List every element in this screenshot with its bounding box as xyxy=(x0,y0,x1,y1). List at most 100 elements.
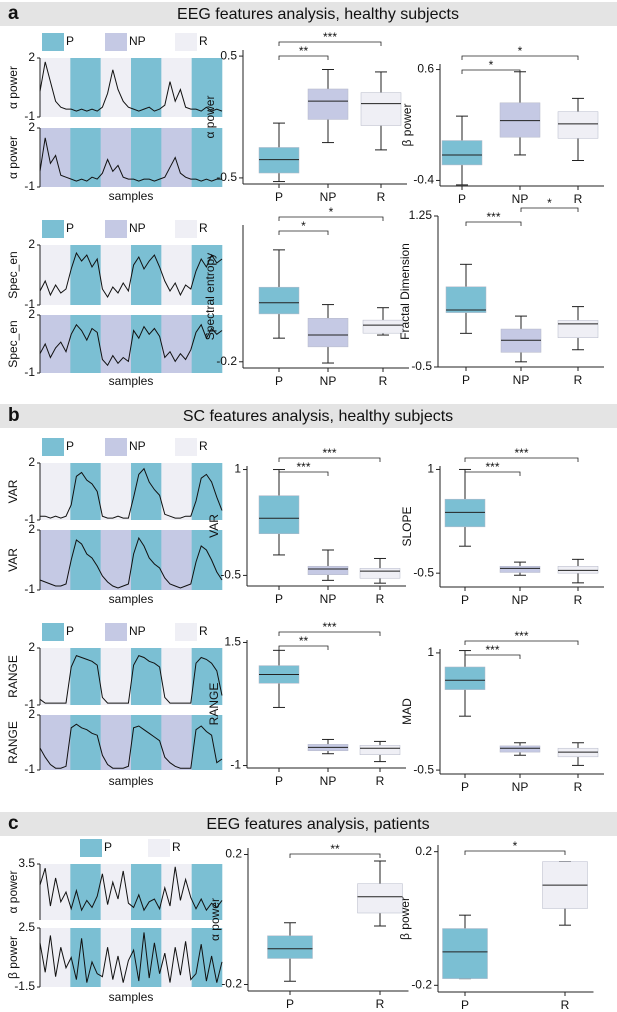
box xyxy=(499,745,541,753)
condition-band xyxy=(100,315,132,373)
y-tick-label: 0.5 xyxy=(220,48,237,62)
y-axis-label: VAR xyxy=(6,548,20,572)
legend-label: P xyxy=(66,221,74,235)
box xyxy=(442,928,488,979)
box xyxy=(307,88,349,120)
legend-label: P xyxy=(104,840,112,854)
condition-band xyxy=(161,463,192,520)
x-axis-label: samples xyxy=(109,189,154,203)
y-axis-label: SLOPE xyxy=(400,506,414,546)
condition-band xyxy=(100,715,132,770)
box xyxy=(359,568,401,579)
x-tick-label: NP xyxy=(320,190,337,204)
significance-bracket xyxy=(278,55,329,60)
y-tick-label: -0.5 xyxy=(413,565,434,579)
condition-band xyxy=(100,128,132,187)
y-axis-label: β power xyxy=(6,936,20,979)
y-tick-label: -1 xyxy=(24,762,35,776)
significance-label: *** xyxy=(514,446,528,460)
legend-swatch xyxy=(175,438,197,456)
condition-band xyxy=(70,648,101,705)
significance-label: * xyxy=(513,839,518,853)
y-tick-label: -1 xyxy=(24,109,35,123)
condition-band xyxy=(191,245,223,305)
condition-band xyxy=(70,315,101,373)
box xyxy=(267,935,313,959)
y-tick-label: -1 xyxy=(24,365,35,379)
significance-bracket xyxy=(278,471,329,476)
x-tick-label: R xyxy=(561,998,570,1012)
y-tick-label: 2 xyxy=(28,522,35,536)
significance-bracket xyxy=(464,850,566,855)
significance-label: ** xyxy=(299,634,309,648)
y-tick-label: 1 xyxy=(234,462,241,476)
y-tick-label: -1 xyxy=(24,697,35,711)
y-tick-label: 0.2 xyxy=(415,844,432,858)
x-tick-label: NP xyxy=(320,592,337,606)
condition-band xyxy=(100,245,132,305)
y-tick-label: 2 xyxy=(28,707,35,721)
box xyxy=(258,286,300,315)
box xyxy=(258,495,300,535)
box xyxy=(307,565,349,575)
legend-label: P xyxy=(66,439,74,453)
section-title: EEG features analysis, patients xyxy=(206,816,429,833)
box xyxy=(359,745,401,755)
y-tick-label: -1 xyxy=(24,512,35,526)
x-axis-label: samples xyxy=(109,774,154,788)
y-tick-label: 1 xyxy=(427,462,434,476)
legend-label: R xyxy=(172,840,181,854)
y-axis-label: VAR xyxy=(6,479,20,503)
x-axis-label: samples xyxy=(109,990,154,1004)
significance-bracket xyxy=(278,230,329,235)
x-tick-label: P xyxy=(286,997,294,1011)
y-tick-label: 0.6 xyxy=(417,62,434,76)
condition-band xyxy=(70,58,101,117)
significance-bracket xyxy=(465,221,522,226)
legend-swatch xyxy=(42,438,64,456)
y-axis-label: RANGE xyxy=(207,683,221,726)
y-axis-label: Spec_en xyxy=(6,320,20,367)
significance-label: *** xyxy=(486,210,500,224)
significance-label: * xyxy=(489,58,494,72)
legend-swatch xyxy=(105,623,127,641)
significance-bracket xyxy=(464,654,521,659)
y-tick-label: -1 xyxy=(24,297,35,311)
condition-band xyxy=(161,315,192,373)
y-axis-label: α power xyxy=(6,136,20,179)
y-tick-label: -0.2 xyxy=(216,354,237,368)
significance-bracket xyxy=(278,216,384,221)
condition-band xyxy=(191,315,223,373)
x-tick-label: P xyxy=(462,373,470,387)
condition-band xyxy=(100,463,132,520)
x-tick-label: P xyxy=(461,998,469,1012)
condition-band xyxy=(40,928,71,987)
significance-label: * xyxy=(518,44,523,58)
x-tick-label: P xyxy=(275,592,283,606)
y-axis-label: β power xyxy=(400,104,414,147)
box xyxy=(557,111,599,139)
box xyxy=(307,318,349,348)
box xyxy=(444,498,486,528)
condition-band xyxy=(191,648,223,705)
significance-label: * xyxy=(547,196,552,210)
significance-label: ** xyxy=(330,842,340,856)
condition-band xyxy=(40,58,71,117)
legend-swatch xyxy=(105,33,127,51)
legend-label: NP xyxy=(129,439,146,453)
significance-bracket xyxy=(278,457,381,462)
condition-band xyxy=(100,58,132,117)
trace-line xyxy=(39,536,223,589)
condition-band xyxy=(70,864,101,920)
significance-bracket xyxy=(289,853,381,858)
condition-band xyxy=(131,864,162,920)
condition-band xyxy=(70,715,101,770)
y-tick-label: 1.25 xyxy=(409,208,433,222)
condition-band xyxy=(161,715,192,770)
x-tick-label: R xyxy=(574,373,583,387)
box xyxy=(258,147,300,174)
section-letter: a xyxy=(8,3,19,24)
trace-line xyxy=(39,251,223,298)
condition-band xyxy=(40,648,71,705)
condition-band xyxy=(131,463,162,520)
